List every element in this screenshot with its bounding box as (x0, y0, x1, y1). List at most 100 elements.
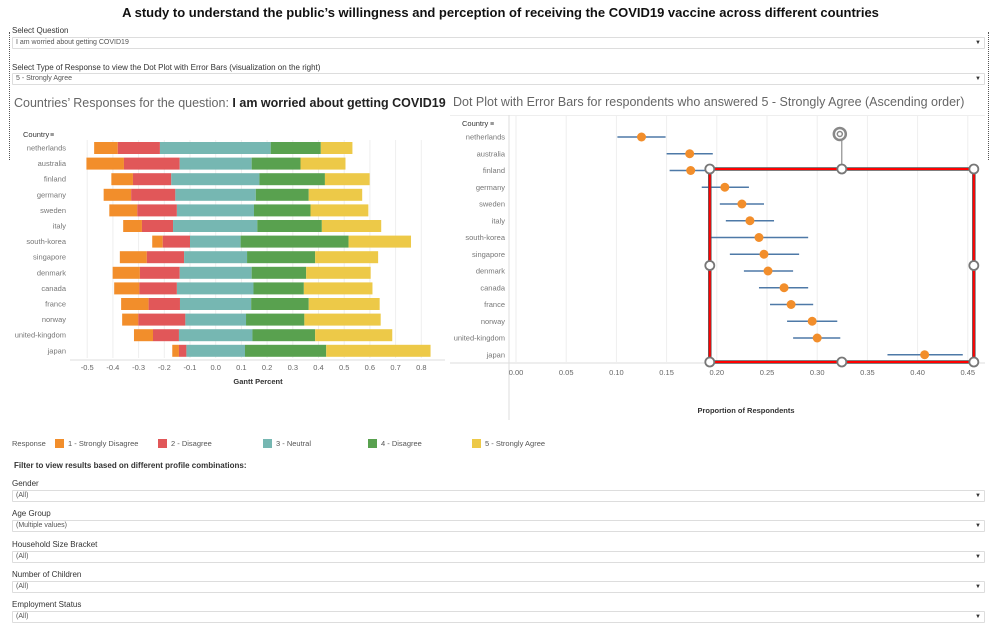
country-label[interactable]: finland (44, 175, 66, 184)
bar-segment[interactable] (117, 142, 160, 154)
country-label[interactable]: sweden (40, 206, 66, 215)
bar-segment[interactable] (324, 173, 370, 186)
bar-row-south-korea[interactable] (152, 235, 412, 248)
bar-segment[interactable] (109, 204, 138, 217)
filter-select[interactable]: (All) ▼ (12, 551, 985, 563)
bar-segment[interactable] (122, 313, 139, 326)
data-point[interactable] (812, 333, 822, 343)
bar-segment[interactable] (257, 220, 322, 232)
bar-row-denmark[interactable] (112, 266, 371, 279)
data-point[interactable] (737, 199, 747, 209)
bar-segment[interactable] (172, 344, 179, 357)
bar-segment[interactable] (247, 251, 316, 264)
bar-segment[interactable] (304, 313, 381, 326)
bar-segment[interactable] (259, 173, 325, 186)
bar-segment[interactable] (240, 235, 349, 248)
bar-segment[interactable] (132, 173, 172, 186)
resize-handle[interactable] (704, 356, 716, 368)
bar-segment[interactable] (178, 329, 253, 342)
data-point[interactable] (745, 216, 755, 226)
country-label[interactable]: france (45, 300, 66, 309)
country-label[interactable]: japan (47, 346, 66, 355)
country-label[interactable]: singapore (33, 253, 66, 262)
bar-segment[interactable] (114, 282, 140, 295)
bar-segment[interactable] (179, 157, 252, 170)
country-label[interactable]: germany (476, 183, 505, 192)
bar-row-sweden[interactable] (109, 204, 369, 217)
bar-segment[interactable] (176, 282, 254, 295)
bar-row-germany[interactable] (103, 188, 363, 201)
bar-segment[interactable] (86, 157, 124, 170)
bar-segment[interactable] (185, 313, 247, 326)
country-label[interactable]: australia (38, 159, 67, 168)
country-label[interactable]: united-kingdom (454, 334, 505, 343)
bar-segment[interactable] (123, 157, 180, 170)
resize-handle[interactable] (968, 356, 980, 368)
bar-row-italy[interactable] (123, 220, 382, 232)
bar-segment[interactable] (131, 188, 176, 201)
bar-segment[interactable] (112, 266, 140, 279)
bar-segment[interactable] (103, 188, 132, 201)
bar-segment[interactable] (152, 329, 179, 342)
resize-handle[interactable] (836, 356, 848, 368)
bar-segment[interactable] (133, 329, 153, 342)
bar-segment[interactable] (244, 344, 327, 357)
data-point[interactable] (685, 149, 695, 159)
filter-select[interactable]: (All) ▼ (12, 581, 985, 593)
sort-descending-icon[interactable]: ≡ (50, 132, 54, 139)
bar-row-canada[interactable] (114, 282, 373, 295)
bar-segment[interactable] (94, 142, 118, 154)
bar-segment[interactable] (253, 282, 304, 295)
bar-segment[interactable] (159, 142, 271, 154)
bar-segment[interactable] (178, 344, 187, 357)
resize-handle[interactable] (704, 163, 716, 175)
country-label[interactable]: south-korea (465, 233, 505, 242)
bar-segment[interactable] (139, 266, 180, 279)
legend-item[interactable]: 4 - Disagree (368, 439, 422, 448)
bar-segment[interactable] (141, 220, 174, 232)
legend-item[interactable]: 5 - Strongly Agree (472, 439, 545, 448)
country-label[interactable]: italy (53, 222, 67, 231)
data-point[interactable] (807, 316, 817, 326)
bar-segment[interactable] (111, 173, 133, 186)
filter-select[interactable]: (Multiple values) ▼ (12, 520, 985, 532)
bar-segment[interactable] (308, 188, 363, 201)
response-select[interactable]: 5 - Strongly Agree ▼ (12, 73, 985, 85)
bar-segment[interactable] (315, 329, 393, 342)
bar-segment[interactable] (252, 329, 316, 342)
bar-segment[interactable] (306, 266, 371, 279)
chevron-down-icon[interactable]: ▼ (975, 584, 981, 590)
bar-segment[interactable] (253, 204, 311, 217)
data-point[interactable] (754, 233, 764, 242)
bar-segment[interactable] (251, 298, 309, 310)
data-point[interactable] (779, 283, 789, 293)
chevron-down-icon[interactable]: ▼ (975, 40, 981, 46)
bar-segment[interactable] (348, 235, 412, 248)
country-label[interactable]: france (484, 300, 505, 309)
filter-select[interactable]: (All) ▼ (12, 611, 985, 623)
bar-segment[interactable] (179, 266, 252, 279)
bar-segment[interactable] (175, 188, 256, 201)
question-select[interactable]: I am worried about getting COVID19 ▼ (12, 37, 985, 49)
sort-descending-icon[interactable]: ≡ (490, 121, 494, 128)
legend-item[interactable]: 1 - Strongly Disagree (55, 439, 138, 448)
bar-segment[interactable] (148, 298, 180, 310)
legend-item[interactable]: 2 - Disagree (158, 439, 212, 448)
bar-row-singapore[interactable] (119, 251, 379, 264)
data-point[interactable] (720, 182, 730, 192)
chevron-down-icon[interactable]: ▼ (975, 76, 981, 82)
bar-segment[interactable] (121, 298, 149, 310)
bar-segment[interactable] (119, 251, 147, 264)
legend-item[interactable]: 3 - Neutral (263, 439, 311, 448)
data-point[interactable] (759, 249, 769, 259)
bar-segment[interactable] (315, 251, 379, 264)
country-label[interactable]: norway (481, 317, 505, 326)
resize-handle[interactable] (836, 163, 848, 175)
country-label[interactable]: singapore (472, 250, 505, 259)
bar-segment[interactable] (139, 282, 177, 295)
country-label[interactable]: netherlands (466, 133, 505, 142)
filter-select[interactable]: (All) ▼ (12, 490, 985, 502)
resize-handle[interactable] (968, 260, 980, 271)
data-point[interactable] (637, 132, 646, 142)
bar-segment[interactable] (326, 344, 431, 357)
